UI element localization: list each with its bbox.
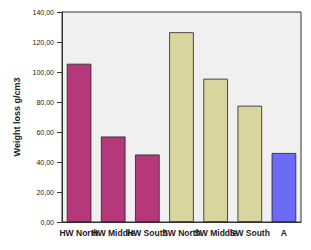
svg-text:80,00: 80,00 xyxy=(36,99,54,106)
svg-text:100,00: 100,00 xyxy=(33,69,55,76)
svg-text:A: A xyxy=(281,228,287,238)
svg-text:0,00: 0,00 xyxy=(40,219,54,226)
svg-text:20,00: 20,00 xyxy=(36,189,54,196)
svg-text:HW Middle: HW Middle xyxy=(91,227,135,238)
svg-text:120,00: 120,00 xyxy=(33,39,55,46)
svg-text:HW North: HW North xyxy=(59,227,99,238)
svg-text:Weight loss g/cm3: Weight loss g/cm3 xyxy=(12,78,22,157)
svg-text:SW North: SW North xyxy=(162,227,201,238)
svg-text:60,00: 60,00 xyxy=(36,129,54,136)
svg-text:140,00: 140,00 xyxy=(33,9,55,16)
svg-text:SW South: SW South xyxy=(230,228,270,238)
svg-text:40,00: 40,00 xyxy=(36,159,54,166)
svg-text:HW South: HW South xyxy=(127,227,168,238)
svg-text:SW Middle: SW Middle xyxy=(194,227,238,238)
